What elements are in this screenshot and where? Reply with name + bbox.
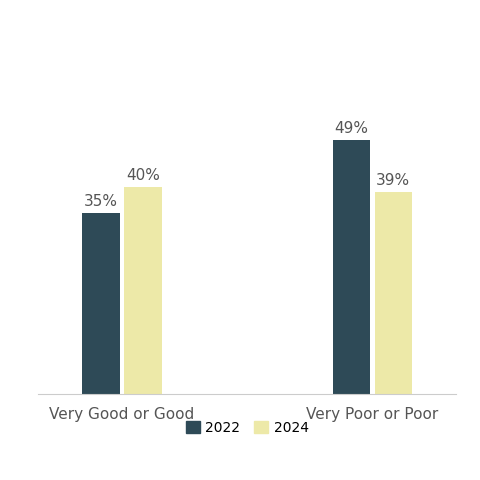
Bar: [124, 187, 162, 394]
Text: 40%: 40%: [126, 168, 160, 183]
Text: 35%: 35%: [84, 193, 118, 208]
Text: 39%: 39%: [376, 173, 410, 188]
Bar: [333, 140, 371, 394]
Text: 49%: 49%: [335, 121, 369, 136]
Bar: [374, 192, 412, 394]
Legend: 2022, 2024: 2022, 2024: [180, 415, 314, 441]
Bar: [82, 213, 120, 394]
